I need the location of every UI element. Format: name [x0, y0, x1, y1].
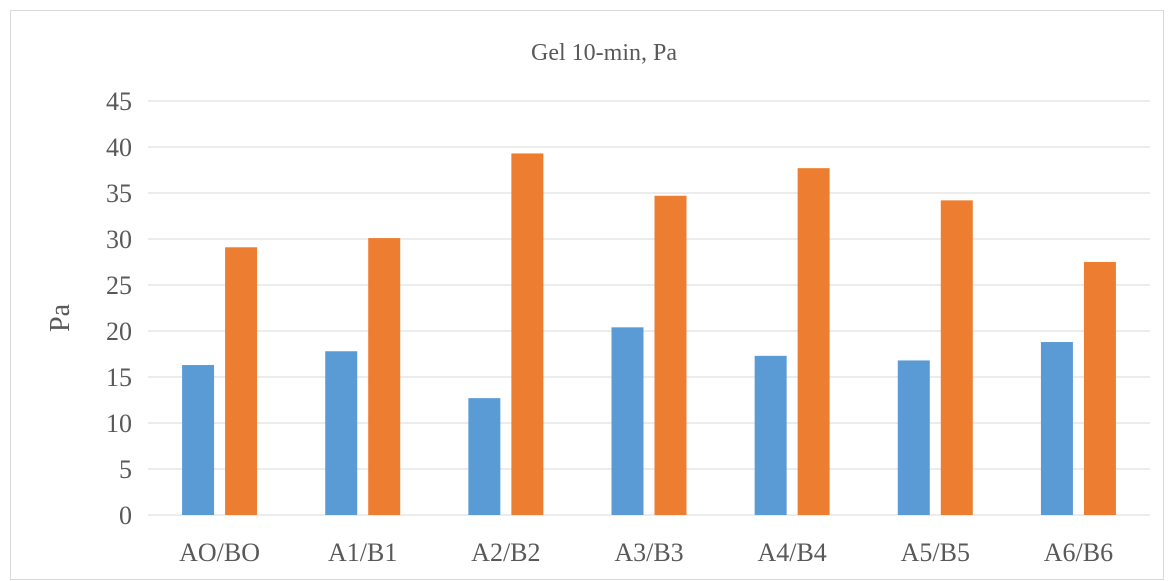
- bar-series-1-a1-b1: [325, 351, 358, 515]
- bar-series-1-a5-b5: [897, 360, 930, 515]
- x-tick-labels: AO/BO A1/B1 A2/B2 A3/B3 A4/B4 A5/B5 A6/B6: [179, 538, 1113, 567]
- x-tick-label: AO/BO: [179, 538, 260, 567]
- y-tick-label: 10: [106, 409, 132, 438]
- x-tick-label: A1/B1: [328, 538, 397, 567]
- chart-title: Gel 10-min, Pa: [531, 40, 677, 66]
- bar-series-1-a4-b4: [754, 355, 787, 515]
- bar-series-1-a3-b3: [611, 327, 644, 515]
- y-tick-label: 20: [106, 317, 132, 346]
- x-tick-label: A3/B3: [614, 538, 683, 567]
- bar-series-1-a2-b2: [468, 398, 501, 515]
- bar-series-2-a3-b3: [654, 195, 687, 515]
- x-tick-label: A6/B6: [1044, 538, 1113, 567]
- bar-series-2-a4-b4: [797, 168, 830, 515]
- bar-series-2-a2-b2: [511, 153, 544, 515]
- bar-series-1-a6-b6: [1040, 342, 1073, 515]
- y-tick-label: 25: [106, 271, 132, 300]
- x-tick-label: A5/B5: [901, 538, 970, 567]
- bar-series-1-ao-bo: [182, 365, 215, 515]
- y-tick-labels: 0 5 10 15 20 25 30 35 40 45: [106, 87, 132, 530]
- y-axis-label: Pa: [45, 303, 76, 332]
- y-tick-label: 15: [106, 363, 132, 392]
- y-tick-label: 40: [106, 133, 132, 162]
- x-tick-label: A4/B4: [757, 538, 826, 567]
- y-tick-label: 45: [106, 87, 132, 116]
- x-tick-label: A2/B2: [471, 538, 540, 567]
- y-tick-label: 30: [106, 225, 132, 254]
- bar-series-2-a6-b6: [1083, 262, 1116, 515]
- bar-series-2-ao-bo: [225, 247, 258, 515]
- y-tick-label: 5: [119, 455, 132, 484]
- bar-series-2-a5-b5: [940, 200, 973, 516]
- y-tick-label: 0: [119, 501, 132, 530]
- gridlines: [148, 100, 1150, 516]
- bar-series-2-a1-b1: [368, 238, 401, 515]
- bars: [182, 153, 1116, 516]
- y-tick-label: 35: [106, 179, 132, 208]
